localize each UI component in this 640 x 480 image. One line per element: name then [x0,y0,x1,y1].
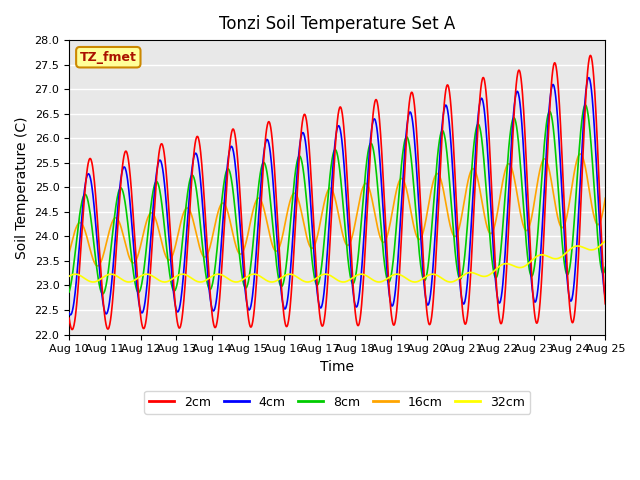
2cm [538,271,546,277]
4cm [420,286,428,292]
4cm [538,230,546,236]
8cm [602,264,609,270]
2cm [65,315,73,321]
2cm [420,279,428,285]
16cm [602,195,609,201]
4cm [185,202,193,207]
32cm [491,268,499,274]
2cm [491,250,499,255]
32cm [268,279,276,285]
X-axis label: Time: Time [320,360,354,374]
8cm [420,278,428,284]
2cm [68,327,76,333]
Line: 32cm: 32cm [69,241,605,282]
4cm [602,294,609,300]
8cm [582,102,589,108]
2cm [586,53,594,59]
2cm [185,223,193,229]
16cm [185,206,193,212]
16cm [491,223,499,229]
8cm [65,289,73,295]
4cm [585,75,593,81]
2cm [245,317,253,323]
16cm [420,224,428,229]
32cm [244,273,252,279]
Y-axis label: Soil Temperature (C): Soil Temperature (C) [15,116,29,259]
Title: Tonzi Soil Temperature Set A: Tonzi Soil Temperature Set A [219,15,455,33]
Line: 8cm: 8cm [69,105,605,294]
16cm [245,228,253,233]
Line: 16cm: 16cm [69,154,605,266]
32cm [420,275,428,280]
32cm [65,273,73,279]
8cm [185,183,193,189]
8cm [538,173,546,179]
2cm [602,301,609,307]
4cm [67,312,74,318]
8cm [245,277,253,283]
8cm [491,273,499,278]
16cm [577,151,584,157]
16cm [538,160,546,166]
Text: TZ_fmet: TZ_fmet [80,51,137,64]
8cm [172,286,180,292]
32cm [538,252,546,258]
16cm [65,250,73,256]
4cm [172,304,180,310]
8cm [99,291,106,297]
16cm [172,242,180,248]
Legend: 2cm, 4cm, 8cm, 16cm, 32cm: 2cm, 4cm, 8cm, 16cm, 32cm [144,391,530,414]
4cm [65,310,73,316]
4cm [245,307,253,312]
32cm [172,274,179,280]
2cm [172,306,180,312]
32cm [602,238,609,244]
4cm [491,266,499,272]
16cm [93,263,101,269]
Line: 4cm: 4cm [69,78,605,315]
32cm [184,273,192,279]
Line: 2cm: 2cm [69,56,605,330]
